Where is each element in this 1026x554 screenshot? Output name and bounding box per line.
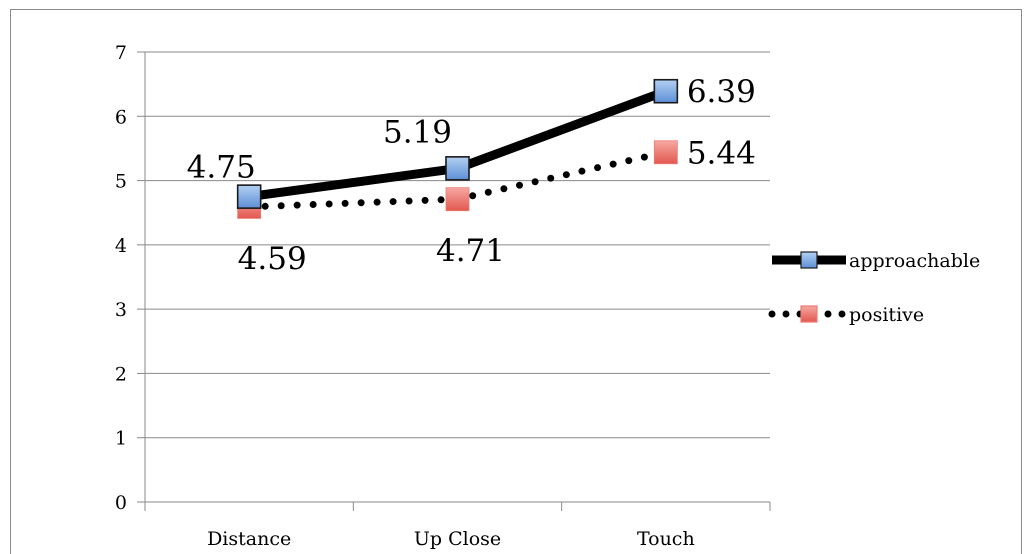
x-tick-label: Touch xyxy=(637,528,695,550)
y-tick-labels: 0 1 2 3 4 5 6 7 xyxy=(115,42,127,514)
series xyxy=(236,78,679,219)
y-tick-label: 5 xyxy=(115,171,127,193)
x-tick-labels: Distance Up Close Touch xyxy=(207,528,695,550)
y-tick-label: 3 xyxy=(115,299,127,321)
data-label-approachable: 5.19 xyxy=(383,114,452,150)
legend: approachable positive xyxy=(768,250,980,326)
data-label-positive: 4.71 xyxy=(436,233,505,269)
data-point-approachable xyxy=(445,156,470,181)
y-tick-label: 4 xyxy=(115,235,127,257)
data-label-approachable: 6.39 xyxy=(687,74,756,110)
data-label-approachable: 4.75 xyxy=(187,150,256,186)
data-labels: 4.75 5.19 6.39 4.59 4.71 5.44 xyxy=(187,74,756,277)
data-point-positive xyxy=(445,187,470,212)
y-tick-label: 0 xyxy=(115,492,127,514)
data-point-approachable xyxy=(236,184,262,209)
data-label-positive: 4.59 xyxy=(238,241,307,277)
x-tick-label: Up Close xyxy=(414,528,501,550)
y-tick-label: 1 xyxy=(115,428,127,450)
y-tick-label: 6 xyxy=(115,106,127,128)
data-point-positive xyxy=(653,140,678,165)
x-tick-label: Distance xyxy=(207,528,291,550)
data-label-positive: 5.44 xyxy=(687,135,756,171)
legend-label-positive: positive xyxy=(849,304,924,326)
y-tick-label: 2 xyxy=(115,363,127,385)
axes xyxy=(137,51,771,511)
chart-frame xyxy=(10,9,1022,554)
legend-label-approachable: approachable xyxy=(849,250,980,272)
y-tick-label: 7 xyxy=(115,42,127,64)
data-point-approachable xyxy=(653,78,679,104)
legend-marker-approachable xyxy=(800,251,818,269)
legend-marker-positive xyxy=(800,305,818,323)
